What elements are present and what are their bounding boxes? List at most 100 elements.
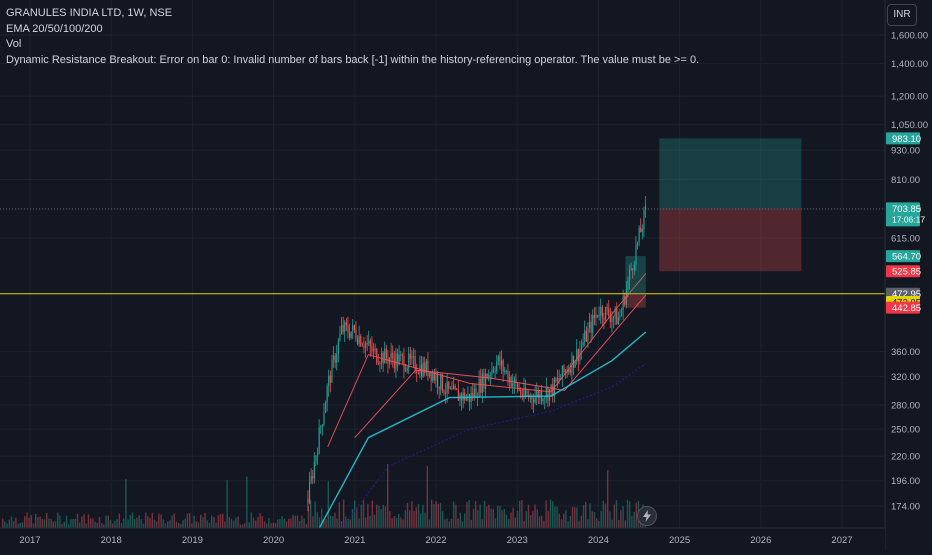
candle-body [353,325,355,331]
volume-bar [483,500,486,528]
volume-bar [61,524,63,528]
volume-bar [59,515,61,528]
price-tick-label: 615.00 [891,233,920,244]
volume-bar [145,512,147,528]
quick-trade-button[interactable] [637,506,657,526]
volume-bar [191,523,193,528]
volume-bar [116,519,118,528]
volume-bar [162,519,164,528]
volume-bar [257,516,259,528]
volume-bar [442,511,444,528]
volume-bar [13,521,15,528]
volume-bar [585,502,587,528]
volume-bar [596,518,598,528]
time-axis-ticks: 2017 2018 2019 2020 2021 2022 2023 2024 2025 2026… [19,535,852,546]
volume-bar [39,516,41,528]
volume-bar [85,523,87,528]
candle-body [398,354,400,365]
volume-bar [28,517,30,528]
volume-bar [481,519,483,528]
volume-bar [580,515,582,528]
volume-bar [171,515,173,528]
candle-body [446,381,448,393]
volume-bar [635,502,637,528]
candle-body [493,369,495,372]
volume-bar [213,517,215,528]
volume-bar [365,517,367,528]
volume-bar [173,513,175,528]
candle-body [317,453,319,456]
volume-bar [310,500,312,528]
volume-bar [556,506,558,528]
volume-bar [118,513,120,528]
time-tick-label: 2025 [669,535,690,546]
volume-bar [241,524,244,528]
volume-bar [156,521,158,528]
candle-body [486,373,488,379]
candle-body [534,395,536,403]
volume-bar [288,518,290,528]
volume-bar [314,501,316,528]
candle-body [592,315,594,333]
currency-button[interactable]: INR [887,4,917,26]
candle-body [641,228,643,233]
volume-bar [10,516,13,528]
time-tick-label: 2026 [750,535,771,546]
price-label-tag [886,250,920,263]
ema-line-ema200 [333,363,647,538]
candle-body [373,348,375,352]
candle-body [504,370,506,372]
ema-line-ema50 [354,294,647,439]
volume-bar [211,515,213,528]
volume-bar [235,517,237,528]
volume-bar [569,515,571,528]
volume-bar [499,506,501,528]
volume-bar [233,520,235,528]
candle-body [395,353,397,369]
volume-bar [395,517,398,528]
volume-bar [215,522,217,528]
candle-body [347,325,349,334]
candle-body [355,330,357,339]
candle-body [449,388,451,390]
volume-bar [437,503,439,528]
volume-bar [472,508,475,528]
candle-body [435,374,437,381]
candle-body [411,355,413,359]
volume-bar [411,501,413,528]
volume-bar [98,516,101,528]
volume-bar [486,506,488,528]
volume-bar [136,517,138,528]
candle-body [619,315,621,318]
candle-body [456,388,458,390]
candle-body [569,369,571,374]
candle-body [509,376,511,382]
candle-body [581,345,583,350]
candle-body [438,386,440,390]
time-tick-label: 2027 [831,535,852,546]
candle-body [325,402,327,413]
price-label-tag [886,132,920,145]
candle-body [478,378,480,397]
volume-bar [281,516,283,528]
candle-body [635,245,637,265]
volume-bar [492,508,494,528]
volume-bar [307,505,310,528]
price-tick-label: 220.00 [891,452,920,463]
volume-bar [79,522,81,528]
volume-bar [270,523,272,528]
candle-body [342,325,344,332]
volume-bar [239,524,241,528]
candle-body [328,375,330,387]
volume-bar [217,515,219,528]
volume-bar [490,508,492,528]
candle-body [533,399,535,403]
candle-body [550,384,552,390]
candle-body [614,308,616,317]
volume-bar [459,512,461,528]
volume-bar [178,522,180,528]
small-position-stop-zone [625,293,646,308]
volume-bar [114,520,116,528]
